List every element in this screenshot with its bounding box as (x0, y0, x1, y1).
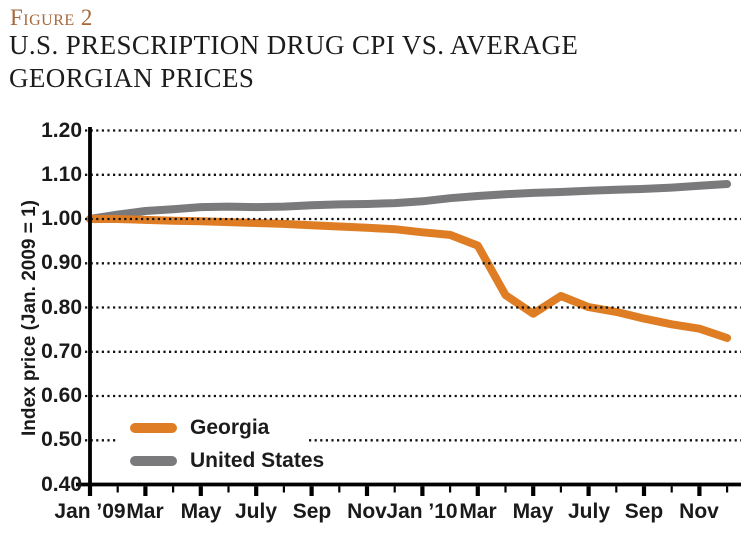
legend-label-united-states: United States (190, 449, 325, 472)
figure-label: Figure 2 (10, 5, 93, 30)
series-line-united-states (86, 180, 732, 223)
legend-label-georgia: Georgia (190, 416, 270, 439)
georgia-line-swatch-icon (130, 423, 177, 433)
chart-title-line1: U.S. PRESCRIPTION DRUG CPI VS. AVERAGE (9, 30, 579, 60)
legend-item-georgia: Georgia (117, 416, 309, 440)
series-line-georgia (86, 215, 732, 342)
legend-item-united-states: United States (117, 449, 324, 473)
chart-title: U.S. PRESCRIPTION DRUG CPI VS. AVERAGE G… (9, 29, 578, 95)
united-states-line-swatch-icon (130, 456, 177, 466)
legend: Georgia United States (117, 412, 324, 477)
chart-title-line2: GEORGIAN PRICES (9, 63, 255, 93)
